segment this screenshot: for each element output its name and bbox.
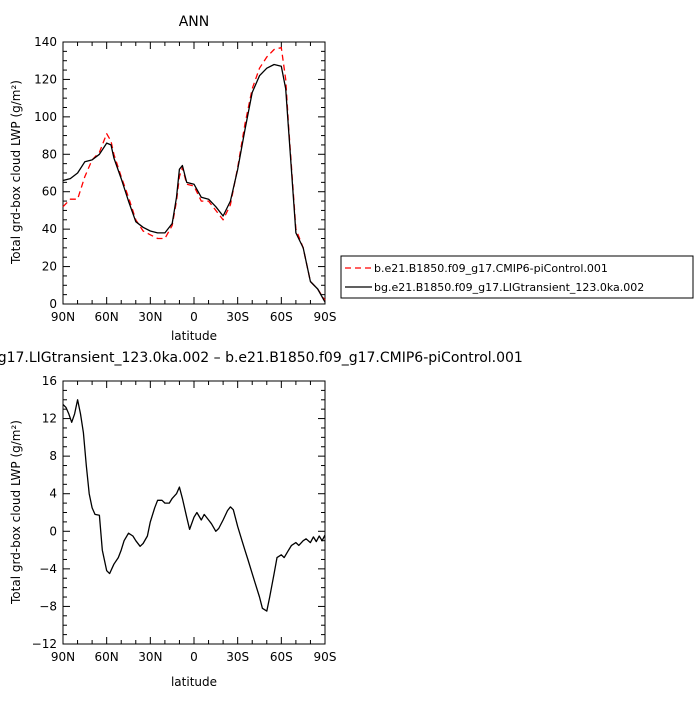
top-chart-frame <box>62 41 326 305</box>
bottom-chart-x-tick-label: 30S <box>226 650 249 664</box>
bottom-chart-y-tick-label: 16 <box>42 374 57 388</box>
legend: b.e21.B1850.f09_g17.CMIP6-piControl.001b… <box>340 255 694 299</box>
bottom-chart-series-line-1 <box>62 399 326 612</box>
bottom-chart-x-tick-label: 60S <box>270 650 293 664</box>
top-chart-y-tick-label: 40 <box>42 222 57 236</box>
top-chart-y-tick-label: 100 <box>34 110 57 124</box>
bottom-chart-x-tick-label: 30N <box>138 650 162 664</box>
legend-label-1: b.e21.B1850.f09_g17.CMIP6-piControl.001 <box>374 262 608 275</box>
top-chart-series-line-1 <box>62 46 326 301</box>
bottom-chart-y-tick-label: −12 <box>32 637 57 651</box>
bottom-chart-y-tick-label: −8 <box>39 599 57 613</box>
bottom-chart-y-tick-label: 8 <box>49 449 57 463</box>
top-chart-x-tick-label: 30S <box>226 310 249 324</box>
top-chart-y-axis-label: Total grd-box cloud LWP (g/m²) <box>9 80 23 265</box>
top-chart-x-tick-label: 60N <box>95 310 119 324</box>
bottom-chart-x-tick-label: 60N <box>95 650 119 664</box>
top-chart-title: ANN <box>179 14 210 30</box>
bottom-chart-x-tick-label: 90N <box>51 650 75 664</box>
top-chart-y-tick-label: 80 <box>42 147 57 161</box>
top-chart-x-tick-label: 60S <box>270 310 293 324</box>
bottom-chart-y-tick-label: 12 <box>42 412 57 426</box>
bottom-chart-y-tick-label: 0 <box>49 524 57 538</box>
bottom-chart-frame <box>62 380 326 645</box>
bottom-chart-x-tick-label: 90S <box>314 650 337 664</box>
bottom-chart-y-tick-label: −4 <box>39 562 57 576</box>
top-chart-x-axis-label: latitude <box>171 329 217 343</box>
bottom-chart-title: bg.e21.B1850.f09_g17.LIGtransient_123.0k… <box>0 350 523 366</box>
top-chart-y-tick-label: 0 <box>49 297 57 311</box>
legend-label-2: bg.e21.B1850.f09_g17.LIGtransient_123.0k… <box>374 281 644 294</box>
top-chart-x-tick-label: 90S <box>314 310 337 324</box>
top-chart-x-tick-label: 90N <box>51 310 75 324</box>
bottom-chart-x-axis-label: latitude <box>171 675 217 689</box>
top-chart-y-tick-label: 60 <box>42 185 57 199</box>
top-chart-x-tick-label: 0 <box>190 310 198 324</box>
bottom-chart-y-tick-label: 4 <box>49 487 57 501</box>
top-chart-y-tick-label: 140 <box>34 35 57 49</box>
bottom-chart-y-axis-label: Total grd-box cloud LWP (g/m²) <box>9 420 23 605</box>
top-chart-y-tick-label: 20 <box>42 260 57 274</box>
top-chart-y-tick-label: 120 <box>34 72 57 86</box>
bottom-chart-x-tick-label: 0 <box>190 650 198 664</box>
legend-box <box>340 255 694 299</box>
bottom-chart: bg.e21.B1850.f09_g17.LIGtransient_123.0k… <box>0 350 523 689</box>
top-chart-series-line-2 <box>62 63 326 303</box>
top-chart: ANN Total grd-box cloud LWP (g/m²) latit… <box>9 14 336 343</box>
top-chart-x-tick-label: 30N <box>138 310 162 324</box>
